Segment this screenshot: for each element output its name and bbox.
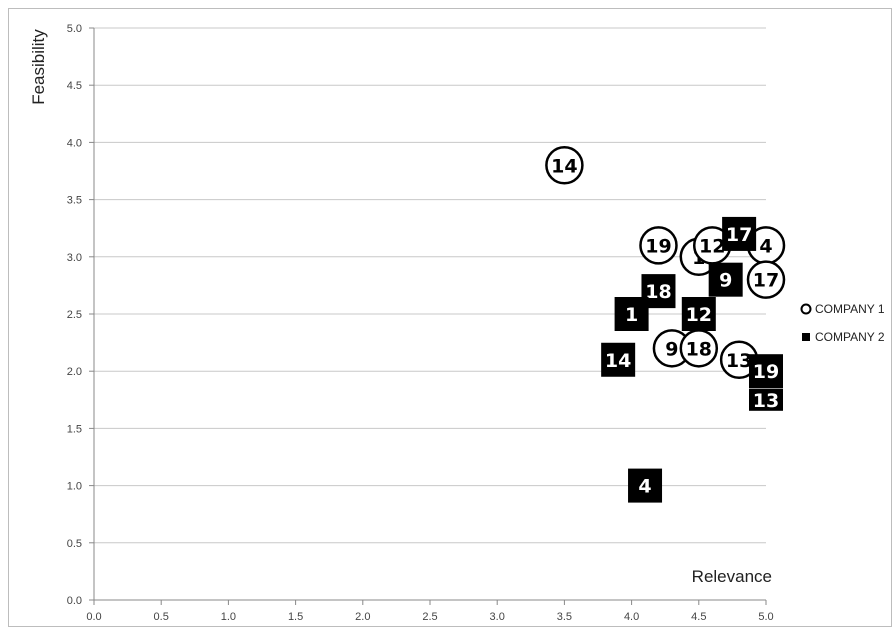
legend-label: COMPANY 2: [815, 330, 885, 344]
circle-marker: [545, 146, 584, 185]
legend-item: COMPANY 1: [800, 302, 885, 316]
square-marker: [614, 297, 649, 331]
y-tick-label: 0.0: [67, 595, 82, 607]
x-tick-label: 0.5: [154, 611, 169, 623]
x-tick-label: 2.5: [422, 611, 437, 623]
point-label: 14: [551, 155, 577, 177]
x-tick-label: 3.0: [490, 611, 505, 623]
company-2-point: 17: [722, 216, 757, 251]
y-axis-label: Feasibility: [29, 29, 48, 105]
y-tick-label: 2.0: [67, 366, 82, 378]
company-2-point: 13: [749, 388, 783, 412]
point-label: 13: [753, 390, 779, 412]
company-1-point: 9: [652, 329, 692, 368]
company-2-point: 18: [641, 274, 676, 309]
y-tick-labels: 0.0 0.5 1.0 1.5 2.0 2.5 3.0 3.5 4.0 4.5 5.0: [67, 23, 82, 607]
company-2-point: 4: [628, 468, 663, 503]
y-tick-label: 4.0: [67, 137, 82, 149]
circle-marker: [746, 260, 786, 299]
point-label: 9: [665, 338, 678, 360]
x-tick-label: 3.5: [557, 611, 572, 623]
y-tick-label: 4.5: [67, 80, 82, 92]
company-2-point: 19: [749, 354, 783, 389]
y-tick-label: 1.5: [67, 423, 82, 435]
x-tick-labels: 0.0 0.5 1.0 1.5 2.0 2.5 3.0 3.5 4.0 4.5 5.0: [86, 611, 773, 623]
square-marker: [628, 468, 663, 503]
y-tick-label: 3.0: [67, 252, 82, 264]
point-label: 18: [645, 281, 671, 303]
legend-square-icon: [802, 333, 810, 341]
point-label: 18: [686, 338, 712, 360]
x-axis-label: Relevance: [692, 567, 772, 586]
company-2-point: 12: [681, 297, 716, 331]
circle-marker: [639, 226, 678, 265]
y-tick-label: 5.0: [67, 23, 82, 35]
y-tick-label: 0.5: [67, 538, 82, 550]
square-marker: [708, 262, 743, 297]
company-1-point: 12: [692, 226, 732, 265]
point-label: 12: [686, 304, 712, 326]
legend: COMPANY 1 COMPANY 2: [800, 302, 885, 344]
point-label: 14: [605, 350, 631, 372]
point-label: 12: [699, 235, 725, 257]
company-1-point: 19: [639, 226, 678, 265]
company-1-point: 17: [746, 260, 786, 299]
point-label: 13: [726, 350, 752, 372]
data-points: 141911241791813179181121419134: [545, 146, 786, 503]
x-tick-label: 2.0: [355, 611, 370, 623]
x-tick-label: 4.5: [691, 611, 706, 623]
legend-label: COMPANY 1: [815, 302, 885, 316]
square-marker: [681, 297, 716, 331]
point-label: 4: [759, 235, 772, 257]
company-2-point: 9: [708, 262, 743, 297]
x-tick-label: 5.0: [758, 611, 773, 623]
x-tick-label: 1.0: [221, 611, 236, 623]
point-label: 9: [719, 270, 732, 292]
y-tick-label: 1.0: [67, 481, 82, 493]
company-1-point: 18: [679, 329, 719, 368]
square-marker: [749, 388, 783, 411]
point-label: 4: [638, 476, 651, 498]
legend-item: COMPANY 2: [802, 330, 885, 344]
legend-circle-icon: [800, 303, 812, 315]
square-marker: [601, 342, 636, 377]
axes: [89, 27, 767, 605]
x-tick-label: 0.0: [86, 611, 101, 623]
point-label: 19: [753, 361, 779, 383]
square-marker: [749, 354, 783, 389]
company-2-point: 1: [614, 297, 649, 331]
company-1-point: 14: [545, 146, 584, 185]
point-label: 17: [726, 224, 752, 246]
x-tick-label: 1.5: [288, 611, 303, 623]
y-tick-label: 3.5: [67, 195, 82, 207]
x-tick-label: 4.0: [624, 611, 639, 623]
point-label: 17: [753, 270, 779, 292]
point-label: 19: [645, 235, 671, 257]
chart-frame: [8, 8, 892, 627]
point-label: 1: [625, 304, 638, 326]
square-marker: [722, 216, 757, 251]
y-tick-label: 2.5: [67, 309, 82, 321]
company-2-point: 14: [601, 342, 636, 377]
